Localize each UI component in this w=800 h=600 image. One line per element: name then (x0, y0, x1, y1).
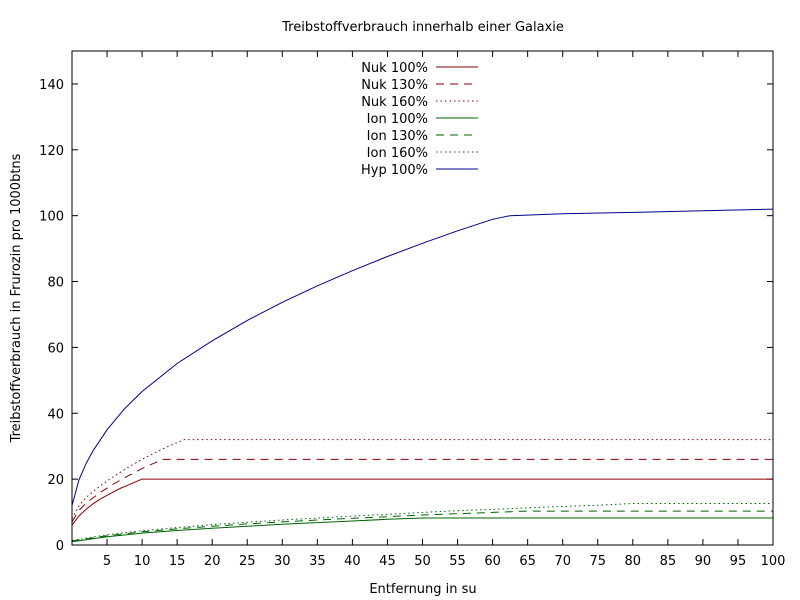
y-tick-label: 40 (47, 407, 64, 422)
x-tick-label: 25 (239, 554, 256, 569)
series-line-nuk-130 (71, 458, 773, 523)
x-tick-label: 75 (589, 554, 606, 569)
y-axis-label: Treibstoffverbrauch in Frurozin pro 1000… (9, 153, 24, 443)
y-tick-label: 120 (39, 144, 64, 159)
series-line-hyp-100 (71, 208, 774, 506)
x-tick-label: 40 (344, 554, 361, 569)
legend-label: Nuk 130% (361, 78, 428, 93)
x-tick-label: 60 (484, 554, 501, 569)
y-tick-label: 20 (47, 473, 64, 488)
legend-label: Ion 160% (367, 146, 428, 161)
x-tick-label: 85 (660, 554, 677, 569)
y-tick-label: 80 (47, 276, 64, 291)
x-axis-label: Entfernung in su (369, 582, 476, 597)
series-line-ion-130 (71, 510, 773, 542)
plot-frame (71, 50, 774, 546)
x-tick-label: 95 (730, 554, 747, 569)
x-tick-label: 65 (519, 554, 536, 569)
x-tick-label: 15 (169, 554, 186, 569)
x-tick-label: 10 (134, 554, 151, 569)
x-tick-label: 100 (761, 554, 786, 569)
y-tick-label: 0 (56, 539, 64, 554)
x-tick-label: 30 (274, 554, 291, 569)
series-line-nuk-160 (71, 439, 773, 519)
legend-label: Hyp 100% (361, 163, 428, 178)
series-lines (71, 208, 774, 543)
y-tick-label: 100 (39, 210, 64, 225)
series-line-ion-100 (71, 517, 773, 543)
x-tick-label: 45 (379, 554, 396, 569)
x-tick-label: 5 (103, 554, 111, 569)
series-line-ion-160 (71, 503, 773, 541)
x-tick-label: 50 (414, 554, 431, 569)
tick-marks: 5 10 15 20 25 30 35 40 45 50 55 60 65 70 75 80 85 90 95 100… (39, 51, 785, 569)
y-tick-label: 60 (47, 341, 64, 356)
x-tick-label: 80 (625, 554, 642, 569)
legend-label: Nuk 100% (361, 61, 428, 76)
legend: Nuk 100% Nuk 130% Nuk 160% Ion 100% Ion 130%… (361, 61, 478, 178)
y-tick-label: 140 (39, 78, 64, 93)
x-tick-label: 20 (204, 554, 221, 569)
legend-label: Ion 100% (367, 112, 428, 127)
legend-label: Ion 130% (367, 129, 428, 144)
legend-label: Nuk 160% (361, 95, 428, 110)
chart-title: Treibstoffverbrauch innerhalb einer Gala… (281, 20, 564, 35)
series-line-nuk-100 (71, 478, 773, 526)
x-tick-label: 55 (449, 554, 466, 569)
x-tick-label: 90 (695, 554, 712, 569)
x-tick-label: 35 (309, 554, 326, 569)
x-tick-label: 70 (554, 554, 571, 569)
